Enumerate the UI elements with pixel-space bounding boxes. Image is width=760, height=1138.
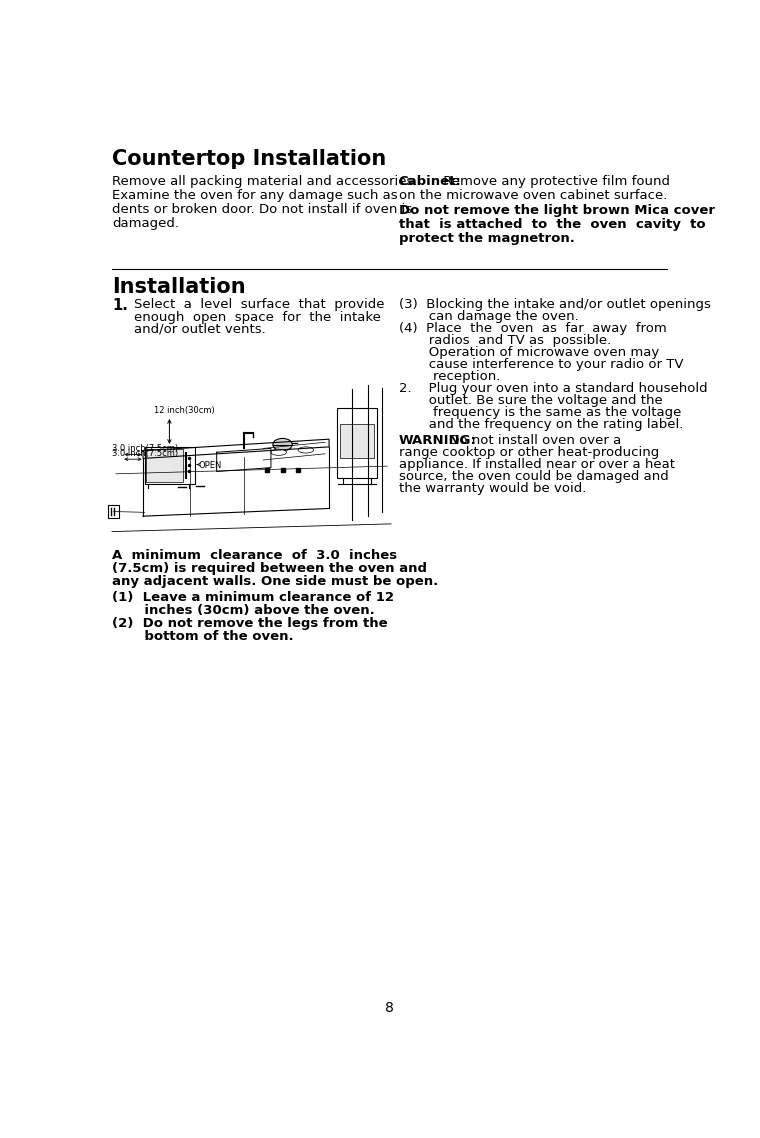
Bar — [340, 423, 374, 459]
Text: Do not install oven over a: Do not install oven over a — [445, 435, 622, 447]
Text: Operation of microwave oven may: Operation of microwave oven may — [399, 346, 659, 358]
Ellipse shape — [271, 450, 287, 455]
Text: Remove any protective film found: Remove any protective film found — [439, 175, 670, 188]
Text: frequency is the same as the voltage: frequency is the same as the voltage — [399, 405, 681, 419]
Text: damaged.: damaged. — [112, 216, 179, 230]
Text: and the frequency on the rating label.: and the frequency on the rating label. — [399, 418, 683, 430]
Text: Do not remove the light brown Mica cover: Do not remove the light brown Mica cover — [399, 205, 715, 217]
Text: outlet. Be sure the voltage and the: outlet. Be sure the voltage and the — [399, 394, 663, 406]
Ellipse shape — [298, 447, 314, 453]
Text: 12 inch(30cm): 12 inch(30cm) — [154, 405, 214, 414]
Text: Installation: Installation — [112, 277, 245, 297]
Text: enough  open  space  for  the  intake: enough open space for the intake — [134, 311, 381, 323]
Text: the warranty would be void.: the warranty would be void. — [399, 481, 586, 495]
Ellipse shape — [273, 438, 293, 451]
Bar — [108, 504, 119, 519]
Text: source, the oven could be damaged and: source, the oven could be damaged and — [399, 470, 669, 483]
Text: inches (30cm) above the oven.: inches (30cm) above the oven. — [112, 604, 375, 617]
Text: cause interference to your radio or TV: cause interference to your radio or TV — [399, 358, 683, 371]
Text: WARNING:: WARNING: — [399, 435, 477, 447]
Text: 2.    Plug your oven into a standard household: 2. Plug your oven into a standard househ… — [399, 382, 708, 395]
Text: any adjacent walls. One side must be open.: any adjacent walls. One side must be ope… — [112, 576, 439, 588]
Text: reception.: reception. — [399, 370, 500, 382]
Text: (4)  Place  the  oven  as  far  away  from: (4) Place the oven as far away from — [399, 322, 667, 335]
Text: dents or broken door. Do not install if oven is: dents or broken door. Do not install if … — [112, 203, 412, 216]
Text: A  minimum  clearance  of  3.0  inches: A minimum clearance of 3.0 inches — [112, 550, 397, 562]
Text: 3.0 inch(7.5cm): 3.0 inch(7.5cm) — [112, 448, 178, 457]
Text: can damage the oven.: can damage the oven. — [399, 311, 578, 323]
Text: (1)  Leave a minimum clearance of 12: (1) Leave a minimum clearance of 12 — [112, 591, 394, 604]
Text: Cabinet:: Cabinet: — [399, 175, 461, 188]
Bar — [144, 447, 195, 484]
Text: and/or outlet vents.: and/or outlet vents. — [134, 323, 265, 336]
Text: (2)  Do not remove the legs from the: (2) Do not remove the legs from the — [112, 617, 388, 630]
Text: 8: 8 — [385, 1000, 394, 1014]
Text: 3.0 inch(7.5cm): 3.0 inch(7.5cm) — [112, 444, 178, 453]
Bar — [337, 409, 377, 478]
Text: that  is attached  to  the  oven  cavity  to: that is attached to the oven cavity to — [399, 218, 705, 231]
Text: (3)  Blocking the intake and/or outlet openings: (3) Blocking the intake and/or outlet op… — [399, 298, 711, 312]
Text: range cooktop or other heat-producing: range cooktop or other heat-producing — [399, 446, 659, 459]
Text: Remove all packing material and accessories.: Remove all packing material and accessor… — [112, 175, 417, 188]
Text: bottom of the oven.: bottom of the oven. — [112, 630, 293, 643]
Bar — [146, 450, 182, 481]
Text: protect the magnetron.: protect the magnetron. — [399, 232, 575, 245]
Text: radios  and TV as  possible.: radios and TV as possible. — [399, 335, 611, 347]
Text: Examine the oven for any damage such as: Examine the oven for any damage such as — [112, 189, 397, 201]
Text: Countertop Installation: Countertop Installation — [112, 149, 386, 168]
Text: OPEN: OPEN — [199, 462, 222, 470]
Text: on the microwave oven cabinet surface.: on the microwave oven cabinet surface. — [399, 189, 667, 201]
Text: 1.: 1. — [112, 298, 128, 313]
Text: appliance. If installed near or over a heat: appliance. If installed near or over a h… — [399, 457, 675, 471]
Text: (7.5cm) is required between the oven and: (7.5cm) is required between the oven and — [112, 562, 427, 576]
Text: Select  a  level  surface  that  provide: Select a level surface that provide — [134, 298, 385, 312]
